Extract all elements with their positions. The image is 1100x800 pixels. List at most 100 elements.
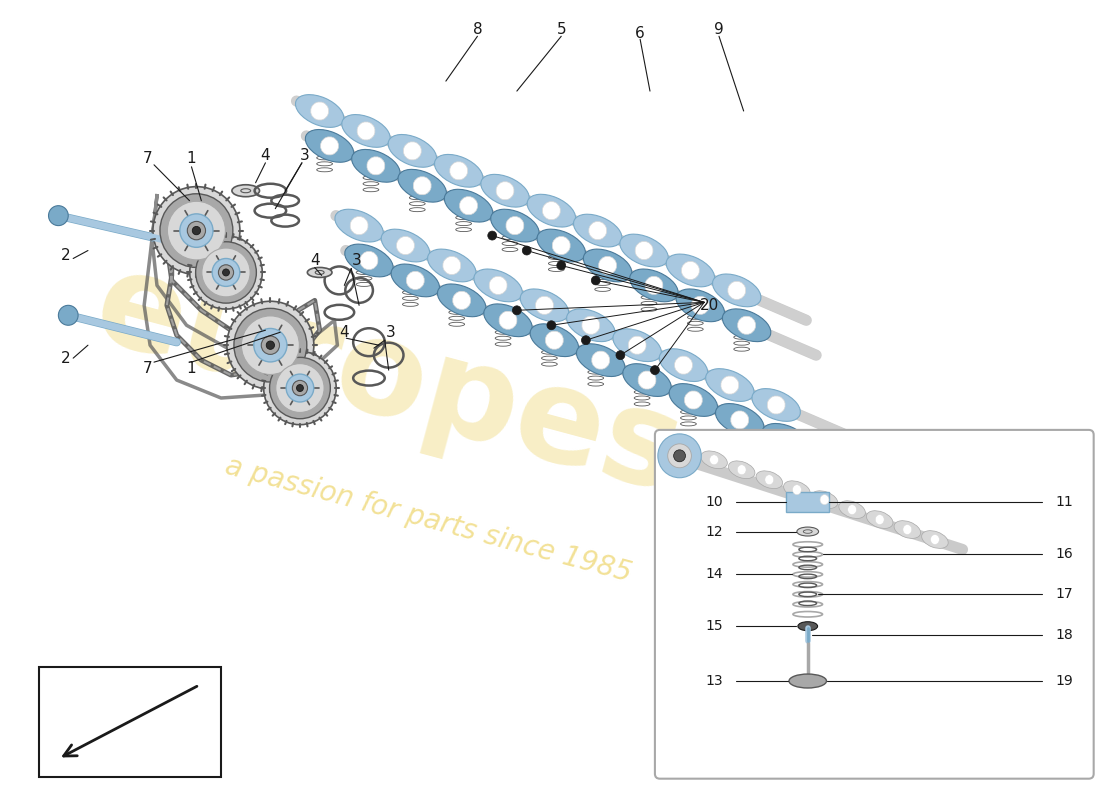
Ellipse shape [796, 527, 818, 536]
Ellipse shape [789, 674, 826, 688]
Ellipse shape [493, 314, 513, 326]
Ellipse shape [491, 210, 539, 242]
Ellipse shape [876, 514, 884, 525]
Ellipse shape [344, 244, 393, 277]
Circle shape [254, 329, 287, 362]
Ellipse shape [407, 180, 427, 192]
Text: 8: 8 [473, 22, 482, 37]
Circle shape [616, 350, 625, 360]
Ellipse shape [310, 102, 329, 120]
Ellipse shape [539, 334, 559, 346]
Circle shape [582, 336, 591, 345]
Text: 7: 7 [142, 361, 152, 376]
Circle shape [264, 351, 337, 425]
Ellipse shape [728, 282, 746, 299]
Ellipse shape [894, 521, 921, 538]
Circle shape [153, 186, 240, 274]
Ellipse shape [546, 331, 563, 350]
Bar [786, 492, 829, 512]
Ellipse shape [474, 269, 522, 302]
Ellipse shape [320, 137, 339, 155]
FancyBboxPatch shape [654, 430, 1093, 778]
Ellipse shape [398, 170, 447, 202]
Ellipse shape [586, 354, 606, 366]
Ellipse shape [400, 274, 420, 286]
Ellipse shape [547, 239, 567, 251]
Text: 5: 5 [557, 22, 566, 37]
Text: 2: 2 [60, 350, 70, 366]
Ellipse shape [821, 494, 829, 505]
Ellipse shape [638, 371, 656, 389]
Ellipse shape [762, 423, 811, 456]
Ellipse shape [500, 220, 520, 231]
Text: 7: 7 [142, 151, 152, 166]
Circle shape [658, 434, 702, 478]
Ellipse shape [537, 229, 585, 262]
Ellipse shape [536, 296, 553, 314]
Circle shape [167, 202, 225, 260]
Text: 18: 18 [1055, 628, 1072, 642]
Circle shape [547, 321, 556, 330]
Ellipse shape [623, 364, 671, 397]
Circle shape [650, 366, 659, 374]
Ellipse shape [669, 384, 717, 416]
Circle shape [262, 336, 279, 354]
Text: 4: 4 [340, 325, 349, 340]
FancyArrowPatch shape [64, 686, 197, 756]
Ellipse shape [764, 474, 773, 485]
Ellipse shape [639, 279, 659, 291]
Ellipse shape [867, 510, 893, 529]
Ellipse shape [404, 142, 421, 160]
Ellipse shape [361, 160, 381, 172]
Ellipse shape [232, 185, 260, 197]
Ellipse shape [481, 174, 529, 207]
Circle shape [196, 242, 256, 303]
Ellipse shape [713, 274, 761, 306]
Text: 2: 2 [60, 248, 70, 263]
Circle shape [276, 364, 324, 413]
Ellipse shape [783, 481, 811, 498]
Ellipse shape [674, 356, 693, 374]
Ellipse shape [396, 237, 415, 254]
Circle shape [190, 236, 262, 309]
Ellipse shape [392, 264, 440, 297]
Ellipse shape [354, 254, 374, 266]
Ellipse shape [691, 296, 710, 314]
Ellipse shape [922, 530, 948, 548]
Text: 10: 10 [705, 494, 723, 509]
Ellipse shape [701, 451, 727, 469]
Ellipse shape [443, 257, 461, 274]
Ellipse shape [628, 336, 646, 354]
Ellipse shape [428, 249, 476, 282]
Ellipse shape [598, 257, 617, 274]
Ellipse shape [496, 182, 514, 200]
Ellipse shape [342, 114, 390, 147]
Ellipse shape [737, 465, 746, 474]
Ellipse shape [582, 316, 600, 334]
Text: a passion for parts since 1985: a passion for parts since 1985 [222, 452, 635, 587]
Circle shape [219, 265, 233, 280]
Text: 12: 12 [705, 525, 723, 538]
Ellipse shape [450, 162, 468, 180]
Ellipse shape [730, 411, 749, 429]
Circle shape [266, 341, 275, 350]
Ellipse shape [358, 122, 375, 140]
Ellipse shape [738, 316, 756, 334]
Ellipse shape [454, 200, 473, 212]
Circle shape [201, 248, 250, 297]
Ellipse shape [679, 394, 699, 406]
Ellipse shape [756, 471, 782, 489]
Text: 3: 3 [352, 253, 362, 268]
Ellipse shape [620, 234, 669, 267]
Ellipse shape [307, 267, 332, 278]
Ellipse shape [434, 154, 483, 187]
Ellipse shape [453, 291, 471, 310]
Text: 4: 4 [310, 253, 320, 268]
Ellipse shape [667, 254, 715, 287]
Ellipse shape [681, 262, 700, 279]
Ellipse shape [715, 403, 763, 436]
Ellipse shape [710, 455, 718, 465]
Circle shape [234, 308, 307, 382]
Text: 17: 17 [1055, 587, 1072, 602]
Text: 13: 13 [705, 674, 723, 688]
